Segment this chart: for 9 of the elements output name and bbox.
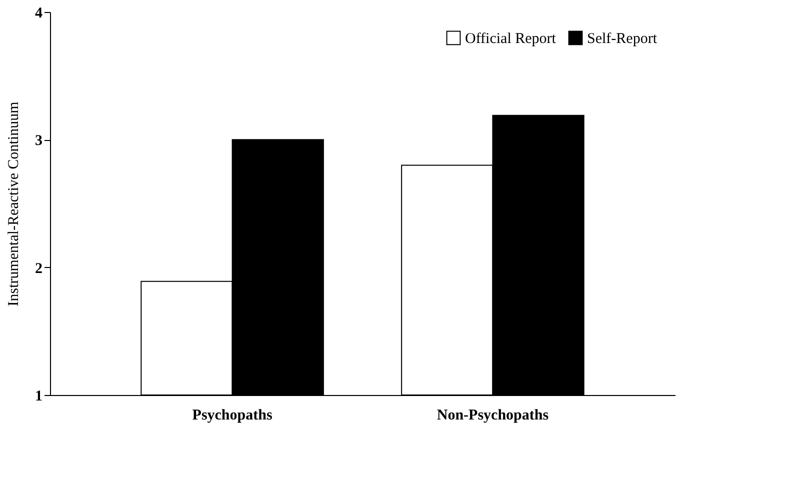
y-tick-label: 3	[35, 133, 42, 150]
y-tick-label: 2	[35, 260, 42, 277]
x-tick-label: Non-Psychopaths	[436, 408, 549, 424]
legend-label: Official Report	[465, 30, 557, 47]
y-tick-label: 4	[35, 6, 43, 22]
y-tick-label: 1	[35, 388, 42, 404]
y-axis-title: Instrumental-Reactive Continuum	[6, 101, 22, 306]
x-tick-label: Psychopaths	[192, 408, 272, 424]
legend-label: Self-Report	[587, 30, 658, 47]
